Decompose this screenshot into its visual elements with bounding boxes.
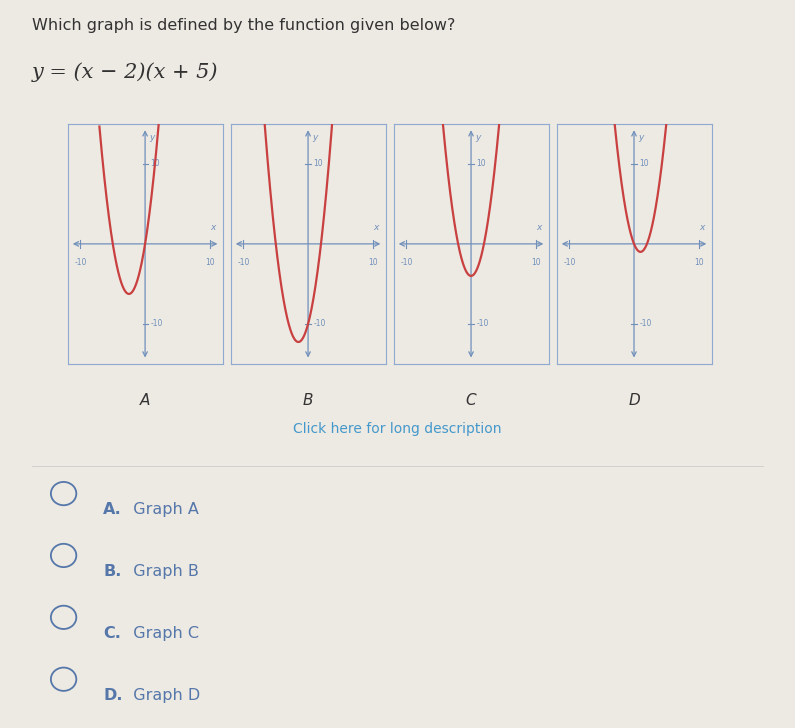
Text: -10: -10 <box>74 258 87 267</box>
Text: Graph C: Graph C <box>123 626 200 641</box>
Text: 10: 10 <box>313 159 323 168</box>
Text: -10: -10 <box>313 320 326 328</box>
Text: Click here for long description: Click here for long description <box>293 422 502 436</box>
Text: 10: 10 <box>205 258 215 267</box>
Text: A.: A. <box>103 502 122 518</box>
Text: x: x <box>211 223 216 232</box>
Text: 10: 10 <box>694 258 704 267</box>
Text: 10: 10 <box>531 258 541 267</box>
Text: Graph D: Graph D <box>123 688 200 703</box>
Text: -10: -10 <box>237 258 250 267</box>
Text: 10: 10 <box>639 159 649 168</box>
Text: D: D <box>628 393 640 408</box>
Text: y: y <box>638 133 644 143</box>
Text: 10: 10 <box>150 159 160 168</box>
Text: A: A <box>140 393 150 408</box>
Text: y = (x − 2)(x + 5): y = (x − 2)(x + 5) <box>32 62 219 82</box>
Text: 10: 10 <box>476 159 486 168</box>
Text: C.: C. <box>103 626 121 641</box>
Text: D.: D. <box>103 688 123 703</box>
Text: y: y <box>312 133 318 143</box>
Text: C: C <box>466 393 476 408</box>
Text: Graph B: Graph B <box>123 564 199 579</box>
Text: y: y <box>149 133 155 143</box>
Text: x: x <box>700 223 705 232</box>
Text: y: y <box>475 133 481 143</box>
Text: Which graph is defined by the function given below?: Which graph is defined by the function g… <box>32 18 456 33</box>
Text: -10: -10 <box>400 258 413 267</box>
Text: x: x <box>537 223 542 232</box>
Text: B.: B. <box>103 564 122 579</box>
Text: -10: -10 <box>563 258 576 267</box>
Text: x: x <box>374 223 379 232</box>
Text: B: B <box>303 393 313 408</box>
Text: -10: -10 <box>639 320 652 328</box>
Text: -10: -10 <box>150 320 163 328</box>
Text: Graph A: Graph A <box>123 502 199 518</box>
Text: 10: 10 <box>368 258 378 267</box>
Text: -10: -10 <box>476 320 489 328</box>
